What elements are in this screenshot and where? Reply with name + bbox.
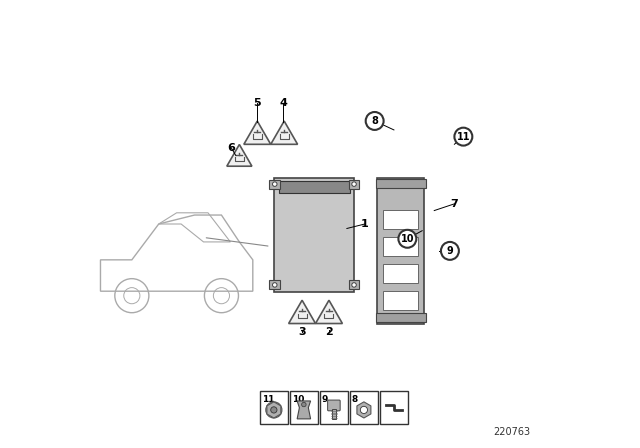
FancyBboxPatch shape (349, 180, 360, 189)
Bar (332, 409, 336, 419)
Polygon shape (289, 300, 316, 323)
Text: 1: 1 (361, 219, 369, 229)
Polygon shape (316, 300, 342, 323)
Circle shape (273, 283, 277, 287)
Text: 8: 8 (352, 396, 358, 405)
Text: 11: 11 (262, 396, 275, 405)
Text: 3: 3 (298, 327, 306, 337)
Polygon shape (357, 402, 371, 418)
Bar (260, 391, 288, 425)
Polygon shape (271, 121, 298, 144)
Text: 9: 9 (447, 246, 453, 256)
FancyBboxPatch shape (328, 400, 340, 411)
Text: 6: 6 (227, 143, 236, 153)
Circle shape (266, 402, 282, 418)
Text: 2: 2 (325, 327, 333, 337)
Bar (289, 391, 318, 425)
Text: 10: 10 (401, 234, 414, 244)
FancyBboxPatch shape (269, 280, 280, 289)
FancyBboxPatch shape (383, 291, 418, 310)
FancyBboxPatch shape (349, 280, 360, 289)
Polygon shape (267, 402, 281, 418)
FancyBboxPatch shape (275, 178, 355, 292)
Circle shape (352, 283, 356, 287)
Text: 10: 10 (292, 396, 304, 405)
FancyBboxPatch shape (383, 264, 418, 283)
Text: 220763: 220763 (493, 427, 531, 437)
Text: 7: 7 (451, 199, 458, 209)
Bar (319, 391, 348, 425)
Circle shape (273, 182, 277, 186)
Polygon shape (227, 145, 252, 166)
Circle shape (352, 182, 356, 186)
Circle shape (454, 128, 472, 146)
Text: 8: 8 (371, 116, 378, 126)
Circle shape (271, 407, 277, 413)
FancyBboxPatch shape (376, 313, 426, 322)
Circle shape (441, 242, 459, 260)
Text: 11: 11 (456, 132, 470, 142)
FancyBboxPatch shape (383, 210, 418, 229)
FancyBboxPatch shape (376, 179, 426, 188)
Text: 9: 9 (322, 396, 328, 405)
Text: 4: 4 (279, 98, 287, 108)
FancyBboxPatch shape (383, 237, 418, 256)
Circle shape (398, 230, 416, 248)
Bar (380, 391, 408, 425)
Polygon shape (244, 121, 271, 144)
Text: 5: 5 (253, 98, 261, 108)
FancyBboxPatch shape (269, 180, 280, 189)
FancyBboxPatch shape (377, 178, 424, 324)
FancyBboxPatch shape (279, 181, 349, 193)
Polygon shape (297, 401, 310, 419)
Circle shape (360, 406, 367, 414)
Bar (349, 391, 378, 425)
Circle shape (365, 112, 383, 130)
Circle shape (301, 402, 306, 407)
